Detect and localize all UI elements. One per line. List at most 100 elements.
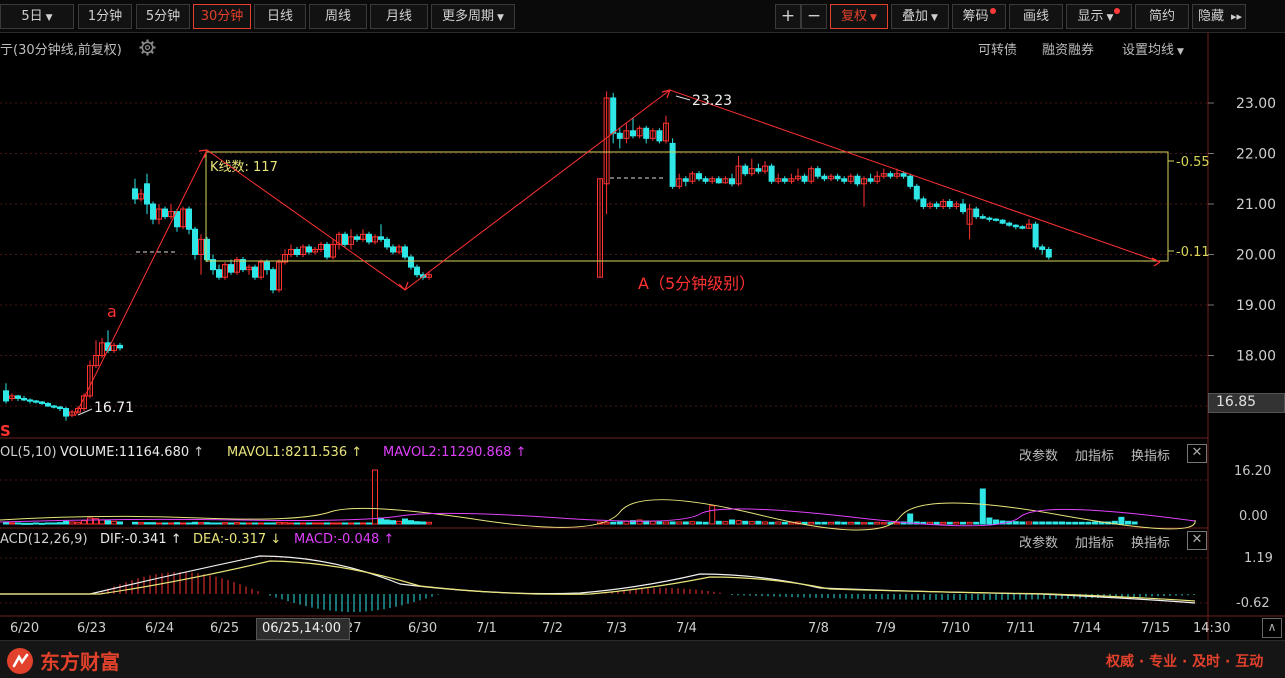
candle-down <box>1032 223 1039 248</box>
overlay-dropdown[interactable]: 叠加 ▼ <box>891 4 949 29</box>
chart-title: 亍(30分钟线,前复权) <box>0 39 122 58</box>
candle-down <box>1019 226 1026 229</box>
volume-bar-up <box>603 521 610 525</box>
margin-trading-link[interactable]: 融资融券 <box>1042 43 1095 58</box>
volume-bar-down <box>216 522 222 525</box>
volume-close-icon[interactable]: ✕ <box>1187 444 1207 463</box>
period-1min-button[interactable]: 1分钟 <box>78 4 132 29</box>
collapse-chevron-icon[interactable]: ∧ <box>1262 618 1282 638</box>
candle-up <box>300 246 306 256</box>
volume-bar-up <box>156 522 162 525</box>
candle-down <box>240 259 246 271</box>
candle-up <box>336 233 342 245</box>
candle-down <box>900 173 907 177</box>
volume-bar-up <box>396 520 402 525</box>
candle-up <box>222 264 228 278</box>
candle-up <box>874 175 881 182</box>
period-month-button[interactable]: 月线 <box>370 4 428 29</box>
date-tick-label: 14:30 <box>1193 621 1231 636</box>
date-tick-label: 6/25 <box>210 621 240 636</box>
set-moving-average-dropdown[interactable]: 设置均线 ▼ <box>1122 39 1184 58</box>
candle-down <box>294 248 300 255</box>
more-periods-dropdown[interactable]: 更多周期 ▼ <box>431 4 515 29</box>
candle-down <box>192 228 198 255</box>
chart-title-fragment: 亍 <box>0 43 14 58</box>
price-tick-label: 22.00 <box>1236 147 1276 163</box>
candle-up <box>966 208 973 225</box>
volume-bar-up <box>360 522 366 525</box>
adjust-dropdown[interactable]: 复权 ▼ <box>830 4 888 29</box>
date-tick-label: 6/24 <box>145 621 175 636</box>
candle-down <box>1045 248 1052 258</box>
zoom-in-button[interactable]: + <box>775 4 801 29</box>
candle-up <box>649 130 656 139</box>
volume-bar-up <box>75 521 81 525</box>
volume-switch-indicator-button[interactable]: 换指标 <box>1131 449 1171 464</box>
volume-bar-up <box>348 522 354 525</box>
candle-up <box>246 266 252 271</box>
candle-up <box>396 246 402 253</box>
settings-gear-icon[interactable] <box>139 39 156 56</box>
hide-button[interactable]: 隐藏 ▸▸ <box>1192 4 1246 29</box>
candle-up <box>180 208 186 228</box>
period-day-button[interactable]: 日线 <box>254 4 306 29</box>
volume-bar-up <box>111 520 117 525</box>
chips-label: 筹码 <box>962 9 989 24</box>
period-5min-button[interactable]: 5分钟 <box>136 4 190 29</box>
candle-down <box>45 402 51 407</box>
simple-mode-button[interactable]: 简约 <box>1135 4 1189 29</box>
candle-up <box>330 243 336 258</box>
candle-up <box>198 238 204 256</box>
period-30min-button[interactable]: 30分钟 <box>193 4 251 29</box>
annotations: -0.55 -0.11 K线数: 117 23.23 16.71 a A（5分钟级别） S <box>0 89 1210 440</box>
candle-up <box>156 208 162 220</box>
cursor-time-label: 06/25,14:00 <box>262 621 342 636</box>
candle-down <box>616 132 623 139</box>
volume-bar-down <box>33 522 39 525</box>
volume-bar-down <box>186 522 192 525</box>
volume-bar-down <box>702 521 709 525</box>
period-week-button[interactable]: 周线 <box>309 4 367 29</box>
candle-up <box>894 173 900 177</box>
candle-up <box>828 175 834 180</box>
volume-bar-up <box>953 521 960 525</box>
price-tick-label: 21.00 <box>1236 197 1276 213</box>
zoom-out-button[interactable]: − <box>801 4 827 29</box>
macd-add-indicator-button[interactable]: 加指标 <box>1075 536 1115 551</box>
candle-up <box>99 342 105 356</box>
volume-bar-down <box>144 522 150 525</box>
volume-add-indicator-button[interactable]: 加指标 <box>1075 449 1115 464</box>
chevron-down-icon: ▼ <box>870 13 877 23</box>
candle-down <box>144 183 150 205</box>
draw-line-button[interactable]: 画线 <box>1009 4 1063 29</box>
macd-macd-label: MACD:-0.048 <box>294 532 380 547</box>
macd-close-icon[interactable]: ✕ <box>1187 531 1207 550</box>
volume-bar-down <box>132 521 138 525</box>
volume-bar-down <box>729 519 735 525</box>
volume-bar-down <box>63 520 69 525</box>
display-dropdown[interactable]: 显示 ▼ <box>1066 4 1132 29</box>
volume-bar-down <box>1065 521 1072 525</box>
period-5day-dropdown[interactable]: 5日 ▼ <box>0 4 74 29</box>
volume-change-params-button[interactable]: 改参数 <box>1019 449 1059 464</box>
volume-bar-down <box>384 519 390 525</box>
candle-up <box>348 236 354 245</box>
volume-bar-down <box>993 519 999 525</box>
volume-bar-down <box>39 522 45 525</box>
candle-down <box>946 200 953 208</box>
volume-bars <box>0 469 1196 531</box>
volume-bar-up <box>9 522 15 525</box>
volume-bar-down <box>414 521 420 525</box>
candle-down <box>228 264 234 273</box>
chips-button[interactable]: 筹码 <box>952 4 1006 29</box>
macd-switch-indicator-button[interactable]: 换指标 <box>1131 536 1171 551</box>
candle-down <box>887 173 894 177</box>
period-toolbar: 5日 ▼ 1分钟 5分钟 30分钟 日线 周线 月线 更多周期 ▼ + − 复权 ▼ … <box>0 0 1285 33</box>
macd-change-params-button[interactable]: 改参数 <box>1019 536 1059 551</box>
convertible-bond-link[interactable]: 可转债 <box>978 43 1018 58</box>
candle-up <box>258 261 264 278</box>
volume-bar-down <box>192 521 198 525</box>
candle-down <box>306 246 312 253</box>
candle-up <box>880 173 887 177</box>
